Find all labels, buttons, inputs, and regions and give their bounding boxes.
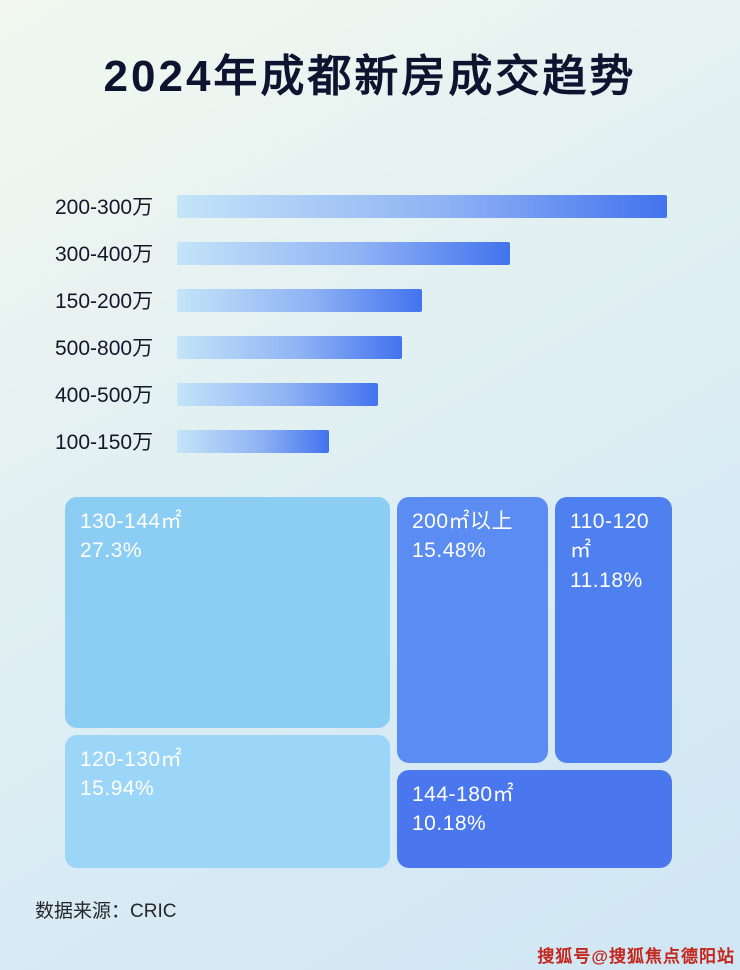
- treemap-block: 130-144㎡ 27.3%: [65, 497, 390, 728]
- bar-row: 400-500万: [55, 382, 740, 407]
- bar-track: [177, 241, 667, 265]
- bar-category-label: 300-400万: [55, 243, 154, 266]
- page-title: 2024年成都新房成交趋势: [103, 52, 637, 101]
- treemap-block-value: 11.18%: [570, 568, 643, 592]
- treemap-block: 200㎡以上 15.48%: [397, 497, 548, 763]
- treemap-block-label: 110-120㎡: [570, 510, 650, 563]
- price-band-bar-chart: 200-300万 300-400万 150-200万 500-800万 400-…: [0, 194, 740, 454]
- watermark: 搜狐号@搜狐焦点德阳站: [537, 947, 735, 966]
- bar-row: 150-200万: [55, 288, 740, 313]
- bar-fill: [177, 288, 422, 312]
- bar-row: 300-400万: [55, 241, 740, 266]
- bar-track: [177, 194, 667, 218]
- bar-track: [177, 335, 667, 359]
- bar-fill: [177, 194, 667, 218]
- area-share-treemap: 130-144㎡ 27.3% 200㎡以上 15.48% 110-120㎡ 11…: [65, 497, 672, 868]
- bar-category-label: 500-800万: [55, 337, 154, 360]
- treemap-block: 144-180㎡ 10.18%: [397, 770, 672, 868]
- bar-fill: [177, 429, 329, 453]
- treemap-block-label: 130-144㎡: [80, 510, 183, 533]
- bar-category-label: 400-500万: [55, 384, 154, 407]
- bar-row: 500-800万: [55, 335, 740, 360]
- bar-track: [177, 288, 667, 312]
- bar-fill: [177, 335, 403, 359]
- treemap-block: 120-130㎡ 15.94%: [65, 735, 390, 868]
- treemap-block-value: 15.48%: [412, 539, 487, 563]
- treemap-block-label: 144-180㎡: [412, 783, 515, 806]
- bar-category-label: 100-150万: [55, 431, 154, 454]
- bar-track: [177, 429, 667, 453]
- bar-category-label: 150-200万: [55, 290, 154, 313]
- treemap-block-label: 200㎡以上: [412, 510, 514, 533]
- treemap-block-value: 15.94%: [80, 777, 155, 801]
- bar-track: [177, 382, 667, 406]
- treemap-block-value: 10.18%: [412, 812, 487, 836]
- bar-fill: [177, 241, 511, 265]
- bar-category-label: 200-300万: [55, 196, 154, 219]
- treemap-block: 110-120㎡ 11.18%: [555, 497, 672, 763]
- treemap-block-label: 120-130㎡: [80, 748, 183, 771]
- treemap-block-value: 27.3%: [80, 539, 143, 563]
- bar-row: 200-300万: [55, 194, 740, 219]
- bar-row: 100-150万: [55, 429, 740, 454]
- data-source-note: 数据来源：CRIC: [35, 901, 177, 922]
- bar-fill: [177, 382, 378, 406]
